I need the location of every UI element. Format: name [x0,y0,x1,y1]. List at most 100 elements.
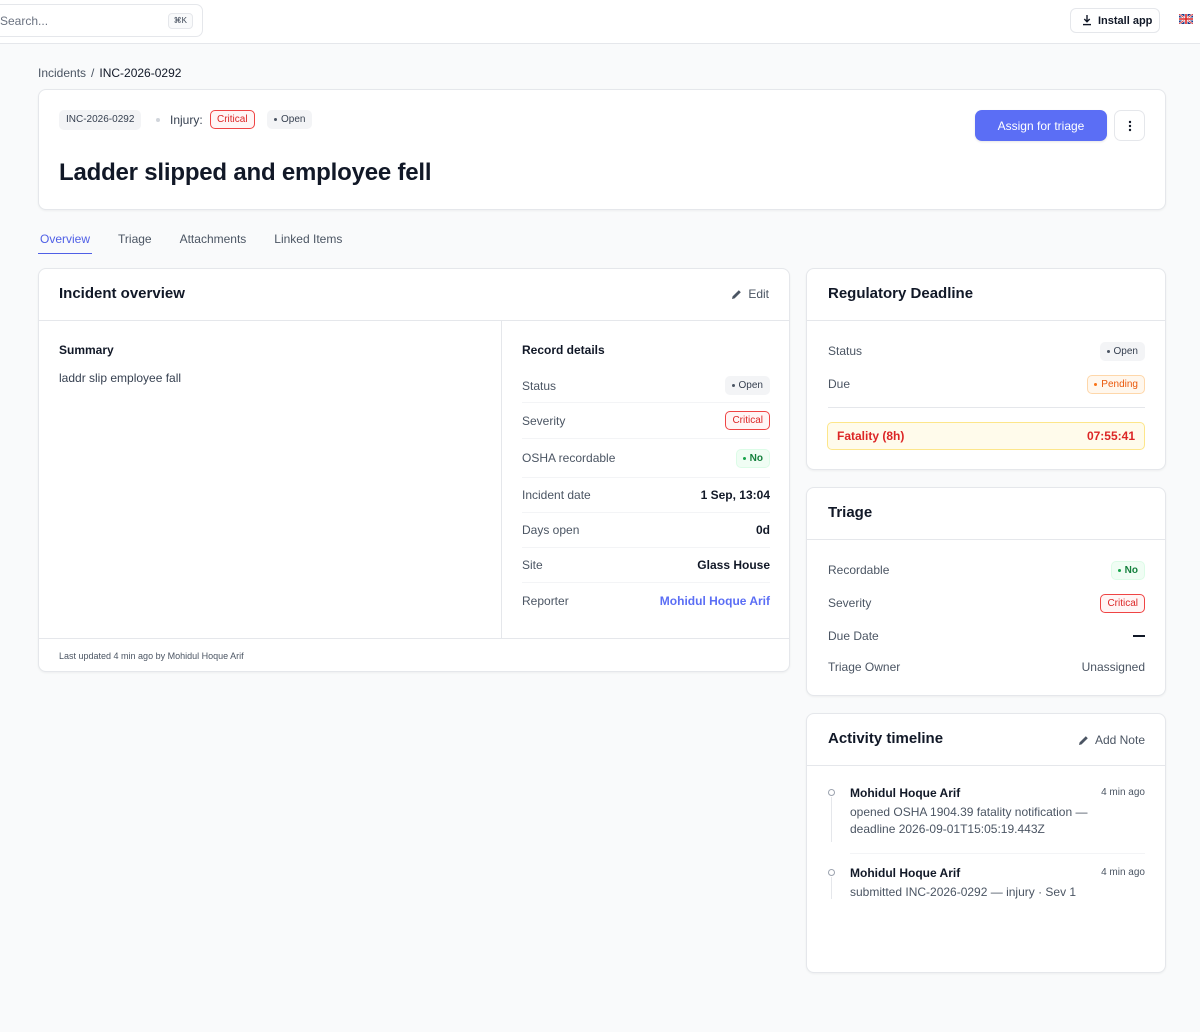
triage-card: Triage Recordable No Severity Critical D… [806,487,1166,696]
timeline-line [831,877,832,899]
pencil-icon [1078,735,1088,745]
breadcrumb-current: INC-2026-0292 [99,66,182,80]
pencil-icon [732,289,742,299]
regulatory-due-row: Due Pending [828,373,1145,395]
activity-timeline-card: Activity timeline Add Note Mohidul Hoque… [806,713,1166,973]
record-label: Severity [522,413,566,428]
triage-owner-row: Triage Owner Unassigned [828,656,1145,678]
record-label: Reporter [522,593,569,608]
triage-recordable-badge: No [1110,560,1145,580]
fatality-countdown: 07:55:41 [1086,429,1135,443]
more-actions-button[interactable] [1114,110,1145,141]
record-row-osha: OSHA recordable No [522,439,770,478]
overview-column-divider [501,321,502,639]
record-row-status: Status Open [522,369,770,403]
timeline-line [831,797,832,842]
record-label: Days open [522,523,580,537]
tab-overview[interactable]: Overview [38,232,93,254]
timeline-item: Mohidul Hoque Arif 4 min ago opened OSHA… [850,786,1145,838]
incident-header-card: INC-2026-0292 Injury: Critical Open Assi… [38,89,1166,210]
timeline-author: Mohidul Hoque Arif [850,866,961,880]
add-note-label: Add Note [1094,733,1145,747]
regulatory-status-row: Status Open [828,340,1145,362]
record-value: 1 Sep, 13:04 [700,488,770,502]
record-value: Glass House [697,558,770,572]
incident-type-label: Injury: [170,113,203,127]
record-label: Site [522,558,543,572]
timeline-item: Mohidul Hoque Arif 4 min ago submitted I… [850,866,1145,901]
record-label: OSHA recordable [522,451,616,465]
fatality-countdown-banner: Fatality (8h) 07:55:41 [827,422,1145,450]
regulatory-status-label: Status [828,344,863,358]
timeline-text: submitted INC-2026-0292 — injury · Sev 1 [850,884,1145,901]
search-placeholder: Search... [0,14,49,28]
regulatory-deadline-card: Regulatory Deadline Status Open Due Pend… [806,268,1166,470]
timeline-text-line: submitted INC-2026-0292 — injury · Sev 1 [850,885,1077,899]
top-bar: Search... ⌘K Install app [0,0,1200,44]
summary-heading: Summary [59,343,114,357]
triage-title: Triage [828,504,873,521]
record-row-reporter: Reporter Mohidul Hoque Arif [522,583,770,618]
timeline-time: 4 min ago [1101,787,1145,798]
record-label: Status [522,378,557,393]
record-severity-badge: Critical [725,411,770,430]
add-note-button[interactable]: Add Note [1078,733,1145,747]
triage-severity-row: Severity Critical [828,592,1145,614]
triage-recordable-label: Recordable [828,563,890,577]
incident-id-chip: INC-2026-0292 [59,110,142,130]
triage-severity-label: Severity [828,596,872,610]
breadcrumb-incidents[interactable]: Incidents [38,66,87,80]
breadcrumb-separator: / [91,66,95,80]
timeline-text-line: opened OSHA 1904.39 fatality notificatio… [850,805,1088,819]
timeline-author: Mohidul Hoque Arif [850,786,961,800]
status-badge: Open [267,110,313,129]
timeline-divider [850,853,1145,854]
regulatory-status-badge: Open [1099,341,1145,361]
record-row-days-open: Days open 0d [522,513,770,548]
overview-footer-divider [39,638,789,639]
incident-overview-card: Incident overview Edit Summary laddr sli… [38,268,790,672]
timeline-time: 4 min ago [1101,867,1145,878]
record-row-site: Site Glass House [522,548,770,583]
tab-triage[interactable]: Triage [118,232,152,246]
triage-recordable-row: Recordable No [828,559,1145,581]
record-row-incident-date: Incident date 1 Sep, 13:04 [522,478,770,513]
overview-header-divider [39,320,789,321]
search-shortcut-hint: ⌘K [167,13,193,29]
tab-bar: Overview Triage Attachments Linked Items [38,232,368,254]
triage-owner-value: Unassigned [1081,660,1145,674]
regulatory-divider [828,407,1145,408]
last-updated-note: Last updated 4 min ago by Mohidul Hoque … [59,651,244,661]
triage-severity-badge: Critical [1100,593,1145,613]
triage-owner-label: Triage Owner [828,660,901,674]
activity-title: Activity timeline [828,730,944,747]
regulatory-title: Regulatory Deadline [828,285,974,302]
install-app-label: Install app [1098,14,1153,27]
fatality-label: Fatality (8h) [837,429,905,443]
edit-label: Edit [748,287,769,301]
record-status-badge: Open [724,376,770,395]
severity-badge: Critical [210,110,255,129]
tab-linked-items[interactable]: Linked Items [274,232,343,246]
assign-for-triage-button[interactable]: Assign for triage [975,110,1107,141]
download-icon [1083,15,1091,26]
triage-due-date-label: Due Date [828,629,879,643]
tab-attachments[interactable]: Attachments [179,232,247,246]
edit-button[interactable]: Edit [731,287,769,301]
record-row-severity: Severity Critical [522,403,770,439]
search-input[interactable]: Search... ⌘K [0,4,203,37]
record-label: Incident date [522,488,591,502]
uk-flag-icon[interactable] [1179,14,1193,24]
triage-header-divider [807,539,1165,540]
summary-text: laddr slip employee fall [59,371,182,385]
timeline-text: opened OSHA 1904.39 fatality notificatio… [850,804,1145,838]
record-value: 0d [755,523,770,537]
timeline-dot-icon [828,869,835,876]
reporter-link[interactable]: Mohidul Hoque Arif [659,593,770,608]
record-osha-badge: No [735,448,770,468]
activity-header-divider [807,765,1165,766]
regulatory-due-badge: Pending [1087,374,1145,394]
install-app-button[interactable]: Install app [1070,8,1160,33]
triage-due-date-row: Due Date [828,625,1145,647]
regulatory-due-label: Due [828,377,851,391]
